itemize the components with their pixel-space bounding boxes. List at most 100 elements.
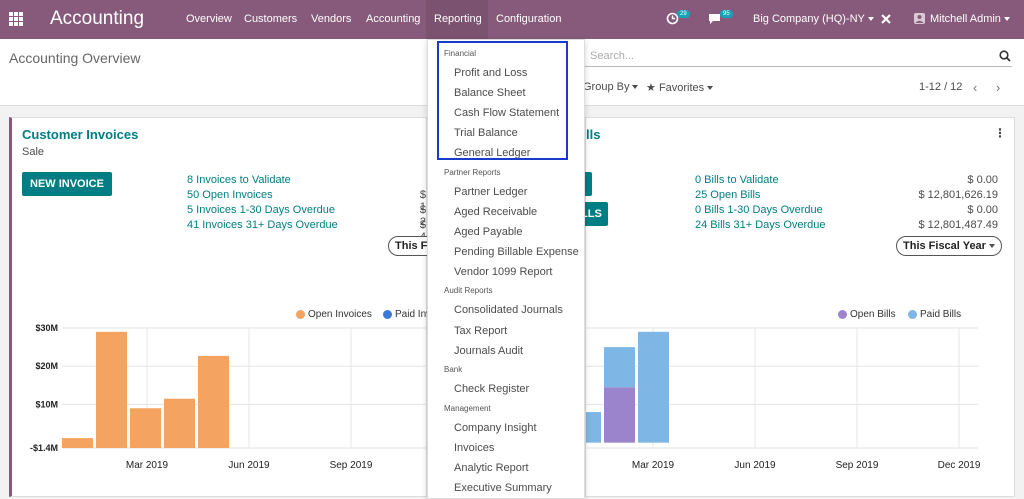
user-avatar-icon[interactable]: [914, 13, 925, 27]
invoices-period-selector[interactable]: This Fi: [388, 236, 438, 256]
bills-period-label: This Fiscal Year: [903, 240, 986, 252]
app-brand[interactable]: Accounting: [50, 8, 145, 29]
menu-item-aged-payable[interactable]: Aged Payable: [454, 226, 523, 238]
bills-1-30-overdue-link[interactable]: 0 Bills 1-30 Days Overdue: [695, 204, 823, 216]
bills-bar-chart: Mar 2019 Jun 2019 Sep 2019 Dec 2019: [586, 327, 981, 471]
company-name: Big Company (HQ)-NY: [753, 13, 865, 25]
open-invoices-link[interactable]: 50 Open Invoices: [187, 189, 273, 201]
x-tick-label: Jun 2019: [228, 460, 270, 471]
menu-item-cash-flow-statement[interactable]: Cash Flow Statement: [454, 107, 560, 119]
legend-open-bills[interactable]: Open Bills: [838, 309, 896, 320]
x-tick-label: Mar 2019: [126, 460, 169, 471]
bills-31-overdue-link[interactable]: 24 Bills 31+ Days Overdue: [695, 219, 826, 231]
card-options-icon[interactable]: ⋮: [994, 126, 1006, 140]
menu-item-aged-receivable[interactable]: Aged Receivable: [454, 206, 538, 218]
legend-paid-bills[interactable]: Paid Bills: [908, 309, 961, 320]
legend-dot: [838, 310, 847, 319]
dropdown-header-management: Management: [444, 404, 491, 413]
menu-accounting[interactable]: Accounting: [366, 13, 421, 25]
menu-vendors[interactable]: Vendors: [311, 13, 352, 25]
menu-item-consolidated-journals[interactable]: Consolidated Journals: [454, 304, 563, 316]
message-count-badge: 95: [720, 10, 733, 18]
bills-to-validate-link[interactable]: 0 Bills to Validate: [695, 174, 779, 186]
menu-item-profit-and-loss[interactable]: Profit and Loss: [454, 67, 528, 79]
user-menu[interactable]: Mitchell Admin: [930, 13, 1010, 25]
pager-previous-icon[interactable]: ‹: [973, 80, 978, 95]
pager-value[interactable]: 1-12 / 12: [919, 81, 963, 93]
menu-item-executive-summary[interactable]: Executive Summary: [454, 482, 552, 494]
caret-down-icon: [632, 85, 639, 90]
menu-item-general-ledger[interactable]: General Ledger: [454, 147, 531, 159]
chat-bubble-icon[interactable]: [708, 13, 721, 28]
x-tick-label: Dec 2019: [938, 460, 981, 471]
search-input[interactable]: Search...: [590, 50, 635, 62]
customer-invoices-card: Customer Invoices Sale NEW INVOICE 8 Inv…: [9, 117, 438, 497]
legend-dot: [383, 310, 392, 319]
menu-item-journals-audit[interactable]: Journals Audit: [454, 345, 524, 357]
overdue-1-30-amount: $ 2: [419, 204, 426, 228]
user-name: Mitchell Admin: [930, 13, 1001, 25]
paid-bills-bar: [638, 331, 669, 443]
group-by-label: Group By: [583, 81, 630, 93]
bills-to-validate-amount: $ 0.00: [967, 174, 998, 186]
caret-down-icon: [707, 86, 714, 91]
vendor-bills-card: lls ILLS 0 Bills to Validate 25 Open Bil…: [578, 117, 1015, 497]
open-invoices-bar: [62, 438, 93, 448]
open-invoices-bar: [164, 398, 195, 448]
invoices-1-30-overdue-link[interactable]: 5 Invoices 1-30 Days Overdue: [187, 204, 335, 216]
menu-configuration[interactable]: Configuration: [496, 13, 562, 25]
menu-item-partner-ledger[interactable]: Partner Ledger: [454, 186, 528, 198]
menu-item-balance-sheet[interactable]: Balance Sheet: [454, 87, 526, 99]
open-bills-amount: $ 12,801,626.19: [918, 189, 998, 201]
caret-down-icon: [867, 17, 874, 22]
new-invoice-button[interactable]: NEW INVOICE: [22, 172, 112, 196]
reporting-menu-active-bg: [426, 0, 488, 39]
favorites-button[interactable]: ★ Favorites: [646, 81, 714, 94]
menu-customers[interactable]: Customers: [244, 13, 298, 25]
open-bills-link[interactable]: 25 Open Bills: [695, 189, 761, 201]
open-invoices-amount: $ 1: [419, 189, 426, 213]
pager-next-icon[interactable]: ›: [996, 80, 1001, 95]
reporting-dropdown-menu: Financial Profit and Loss Balance Sheet …: [427, 39, 585, 499]
invoices-card-title[interactable]: Customer Invoices: [22, 127, 139, 142]
group-by-button[interactable]: Group By: [583, 81, 639, 93]
apps-menu-icon[interactable]: [9, 12, 23, 26]
legend-open-bills-label: Open Bills: [850, 309, 896, 320]
bills-overdue-1-30-amount: $ 0.00: [967, 204, 998, 216]
menu-overview[interactable]: Overview: [186, 13, 232, 25]
activity-count-badge: 29: [677, 10, 690, 18]
bills-card-title[interactable]: lls: [586, 127, 601, 142]
open-invoices-bar: [130, 408, 161, 448]
menu-item-check-register[interactable]: Check Register: [454, 383, 530, 395]
debug-tools-icon[interactable]: [880, 13, 892, 28]
invoices-to-validate-link[interactable]: 8 Invoices to Validate: [187, 174, 291, 186]
invoices-31-overdue-link[interactable]: 41 Invoices 31+ Days Overdue: [187, 219, 338, 231]
y-tick-label: $30M: [35, 323, 58, 333]
menu-item-trial-balance[interactable]: Trial Balance: [454, 127, 518, 139]
legend-open-invoices[interactable]: Open Invoices: [296, 309, 372, 320]
menu-reporting[interactable]: Reporting: [434, 13, 482, 25]
legend-dot: [296, 310, 305, 319]
caret-down-icon: [1003, 17, 1010, 22]
menu-item-tax-report[interactable]: Tax Report: [454, 325, 508, 337]
menu-item-vendor-1099-report[interactable]: Vendor 1099 Report: [454, 266, 553, 278]
legend-paid-invoices-label: Paid Inv: [395, 309, 432, 320]
open-invoices-bar: [198, 355, 229, 448]
activity-clock-icon[interactable]: [666, 12, 679, 28]
search-icon[interactable]: [999, 50, 1011, 65]
company-switcher[interactable]: Big Company (HQ)-NY: [753, 13, 874, 25]
paid-bills-bar: [586, 412, 601, 443]
x-tick-label: Mar 2019: [632, 460, 675, 471]
legend-paid-invoices[interactable]: Paid Inv: [383, 309, 431, 320]
invoices-bar-chart: $30M $20M $10M -$1.4M Mar 2019 Jun 2019 Sep 20…: [30, 323, 427, 471]
legend-dot: [908, 310, 917, 319]
bills-overdue-31-amount: $ 12,801,487.49: [918, 219, 998, 231]
x-tick-label: Sep 2019: [330, 460, 373, 471]
menu-item-analytic-report[interactable]: Analytic Report: [454, 462, 529, 474]
bills-period-selector[interactable]: This Fiscal Year: [896, 236, 1002, 256]
open-bills-bar: [604, 387, 635, 443]
menu-item-pending-billable-expense[interactable]: Pending Billable Expense: [454, 246, 579, 258]
legend-open-invoices-label: Open Invoices: [308, 309, 372, 320]
menu-item-invoices[interactable]: Invoices: [454, 442, 495, 454]
menu-item-company-insight[interactable]: Company Insight: [454, 422, 537, 434]
